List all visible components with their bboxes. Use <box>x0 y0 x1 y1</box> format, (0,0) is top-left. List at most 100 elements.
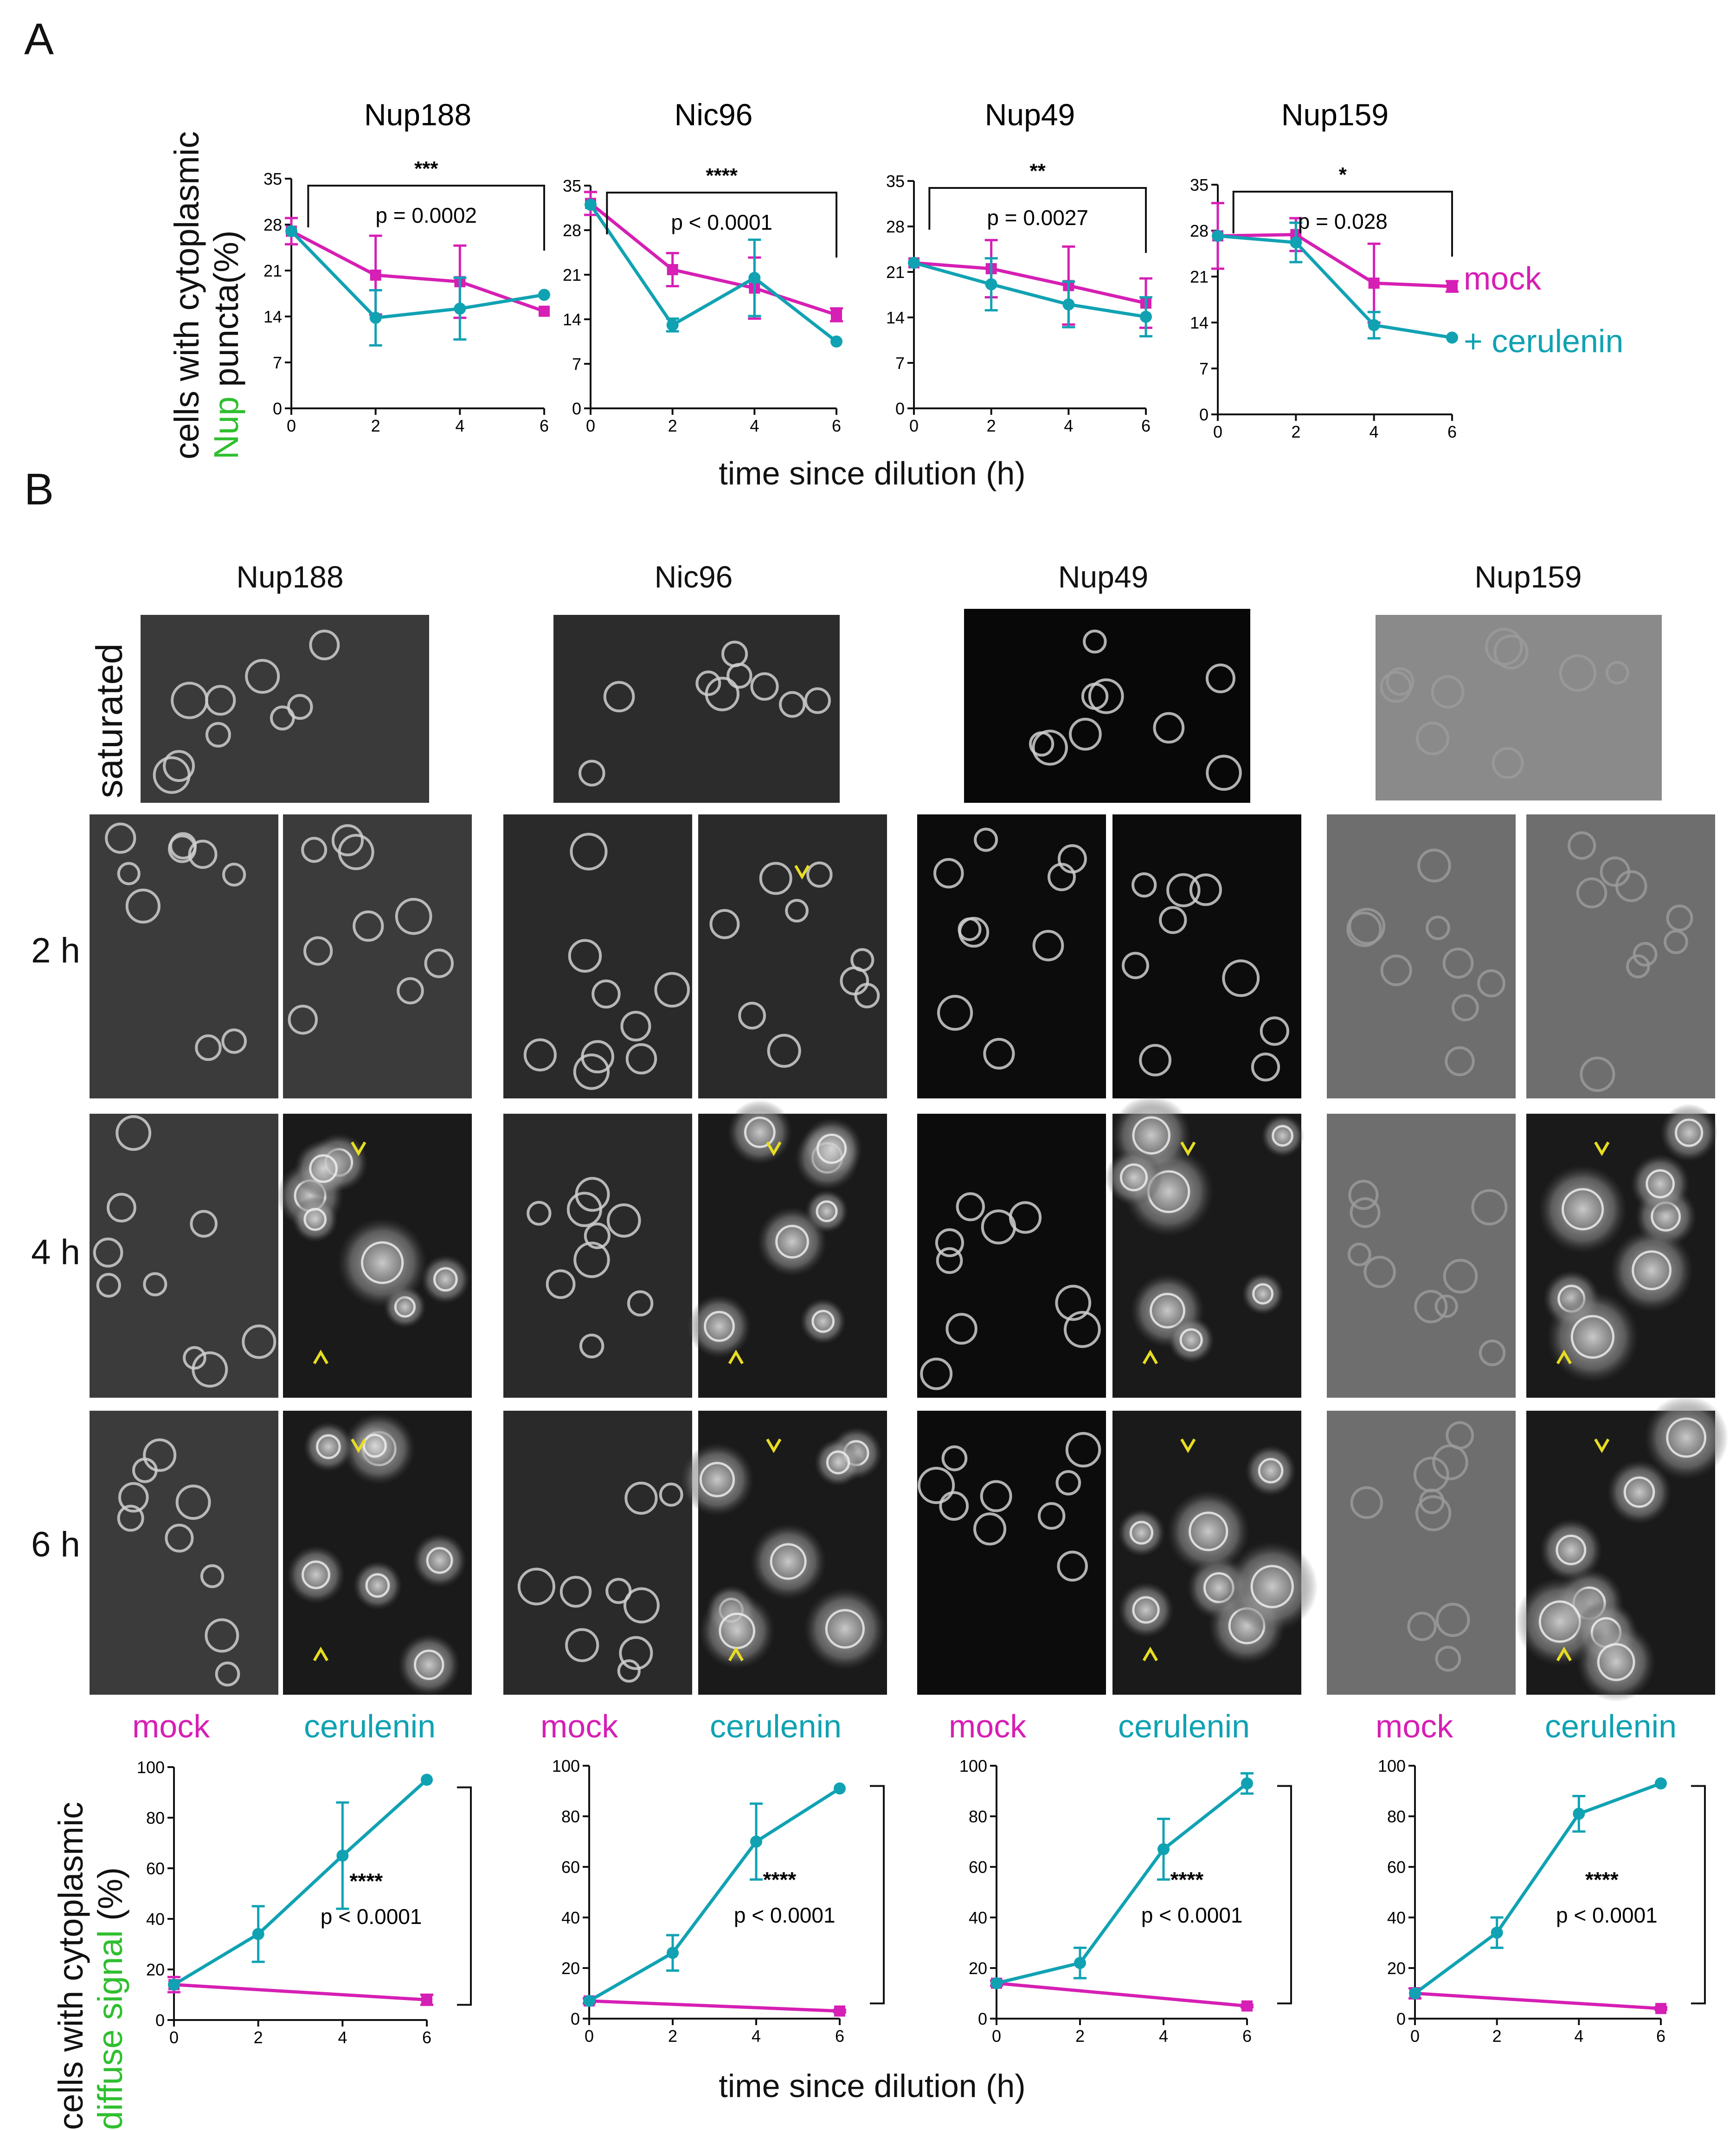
micrograph-mock-nic96-row1 <box>503 1114 692 1398</box>
cell-nuclear-rim <box>570 833 608 871</box>
cell-diffuse <box>1245 1445 1297 1497</box>
sig-bracket <box>606 192 837 258</box>
x-tick-label: 4 <box>752 2027 761 2046</box>
cell-nucleus-ring <box>699 1462 735 1497</box>
cell-diffuse <box>286 1545 346 1604</box>
cell-nuclear-rim <box>397 977 424 1005</box>
cell-nuclear-rim <box>1063 1311 1101 1348</box>
y-tick-label: 0 <box>895 399 905 418</box>
cell-diffuse <box>814 1438 862 1486</box>
arrowhead-marker <box>766 1438 782 1453</box>
cell-nucleus-ring <box>825 1609 865 1649</box>
micrograph-cerulenin-nup188-row2 <box>283 1411 472 1696</box>
sig-bracket <box>307 185 545 251</box>
col-title-nup159: Nup159 <box>1474 560 1582 594</box>
y-tick-label: 20 <box>146 1960 165 1979</box>
p-value: p < 0.0001 <box>734 1903 836 1927</box>
data-point-mock <box>539 305 550 317</box>
cell-nuclear-rim <box>1057 844 1087 874</box>
micrograph-cerulenin-nup49-row2 <box>1112 1411 1318 1695</box>
cell-nuclear-rim <box>1159 906 1187 934</box>
cond-cerulenin-1: cerulenin <box>304 1708 436 1744</box>
micrograph-bg <box>1526 814 1715 1098</box>
cell-nuclear-rim <box>778 691 806 718</box>
y-tick-label: 40 <box>1387 1908 1406 1927</box>
cell-nuclear-rim <box>1189 873 1222 906</box>
micrograph-bg <box>1376 615 1662 800</box>
y-tick-label: 0 <box>571 2009 580 2028</box>
cell-nuclear-rim <box>200 1564 225 1588</box>
cell-diffuse <box>412 1533 467 1588</box>
cell-nuclear-rim <box>592 979 621 1009</box>
cell-nucleus-ring <box>303 1207 327 1231</box>
cell-nucleus-ring <box>1129 1521 1154 1545</box>
data-point-cerulenin <box>990 1977 1003 1989</box>
cell-diffuse <box>337 1218 428 1308</box>
y-tick-label: 100 <box>137 1758 165 1777</box>
cell-nuclear-rim <box>625 1043 657 1075</box>
y-tick-label: 0 <box>273 399 282 418</box>
cell-nuclear-rim <box>1222 959 1260 997</box>
cell-nuclear-rim <box>1386 667 1415 696</box>
data-point-mock <box>1655 2003 1666 2014</box>
y-tick-label: 7 <box>273 353 282 372</box>
cond-cerulenin-3: cerulenin <box>1118 1708 1250 1744</box>
cell-nuclear-rim <box>578 760 605 787</box>
cell-nuclear-rim <box>245 658 280 694</box>
chart-B-2: 0 20 40 60 80 100 0 2 4 6 **** p < 0.0001 <box>959 1756 1292 2046</box>
cell-nucleus-ring <box>1562 1188 1604 1231</box>
cell-nuclear-rim <box>1432 1444 1468 1480</box>
cell-nucleus-ring <box>1632 1250 1672 1291</box>
cell-diffuse <box>1630 1154 1690 1214</box>
arrowhead-marker <box>351 1438 366 1453</box>
data-point-cerulenin <box>1368 319 1380 331</box>
y-tick-label: 80 <box>561 1807 580 1826</box>
x-tick-label: 0 <box>909 416 919 435</box>
micrograph-bg <box>1327 1411 1516 1695</box>
col-title-nic96: Nic96 <box>654 560 733 594</box>
cell-nucleus-ring <box>744 1117 776 1148</box>
panel-letter-b: B <box>24 465 54 514</box>
cond-cerulenin-4: cerulenin <box>1545 1708 1677 1744</box>
cell-nucleus-ring <box>816 1200 838 1222</box>
cell-diffuse <box>699 1593 775 1669</box>
x-tick-label: 6 <box>1242 2027 1252 2046</box>
data-point-cerulenin <box>666 319 679 331</box>
y-tick-label: 21 <box>1190 267 1209 286</box>
y-tick-label: 40 <box>146 1910 165 1929</box>
x-tick-label: 6 <box>1447 422 1457 441</box>
cell-nucleus-ring <box>1119 1163 1148 1192</box>
y-tick-label: 28 <box>563 221 581 240</box>
cell-diffuse <box>1167 1490 1250 1573</box>
arrowhead-marker <box>1142 1349 1158 1364</box>
data-point-mock <box>834 2005 845 2017</box>
chart-A-2: Nup49 0 7 14 21 28 35 0 2 4 6 ** p = 0.0027 <box>886 97 1152 435</box>
cell-diffuse <box>1118 1509 1165 1557</box>
sig-bracket <box>870 1785 885 2005</box>
cell-nuclear-rim <box>620 1011 651 1042</box>
cell-nuclear-rim <box>171 682 208 719</box>
cell-nuclear-rim <box>1205 663 1235 693</box>
cell-nuclear-rim <box>920 1357 953 1390</box>
cell-nuclear-rim <box>568 939 602 973</box>
cell-nuclear-rim <box>1251 1052 1280 1082</box>
series-line-cerulenin <box>913 261 1146 319</box>
x-tick-label: 4 <box>1064 416 1073 435</box>
arrowhead-marker <box>1594 1438 1610 1453</box>
cell-diffuse <box>1610 1228 1693 1312</box>
data-point-mock <box>370 269 381 281</box>
cell-nuclear-rim <box>575 1177 610 1212</box>
x-tick-label: 4 <box>1370 422 1379 441</box>
series-line-cerulenin <box>589 204 838 343</box>
cell-nuclear-rim <box>1032 929 1064 962</box>
cond-mock-1: mock <box>132 1708 210 1744</box>
cell-diffuse <box>1105 1149 1163 1206</box>
cell-nuclear-rim <box>1380 954 1412 987</box>
col-title-nup49: Nup49 <box>1058 560 1149 594</box>
cell-nuclear-rim <box>619 1636 653 1670</box>
sig-stars: **** <box>1170 1868 1204 1892</box>
y-tick-label: 80 <box>146 1808 165 1827</box>
sig-bracket <box>1277 1785 1292 2005</box>
cell-nucleus-ring <box>816 1133 847 1164</box>
p-value: p < 0.0001 <box>671 210 772 234</box>
